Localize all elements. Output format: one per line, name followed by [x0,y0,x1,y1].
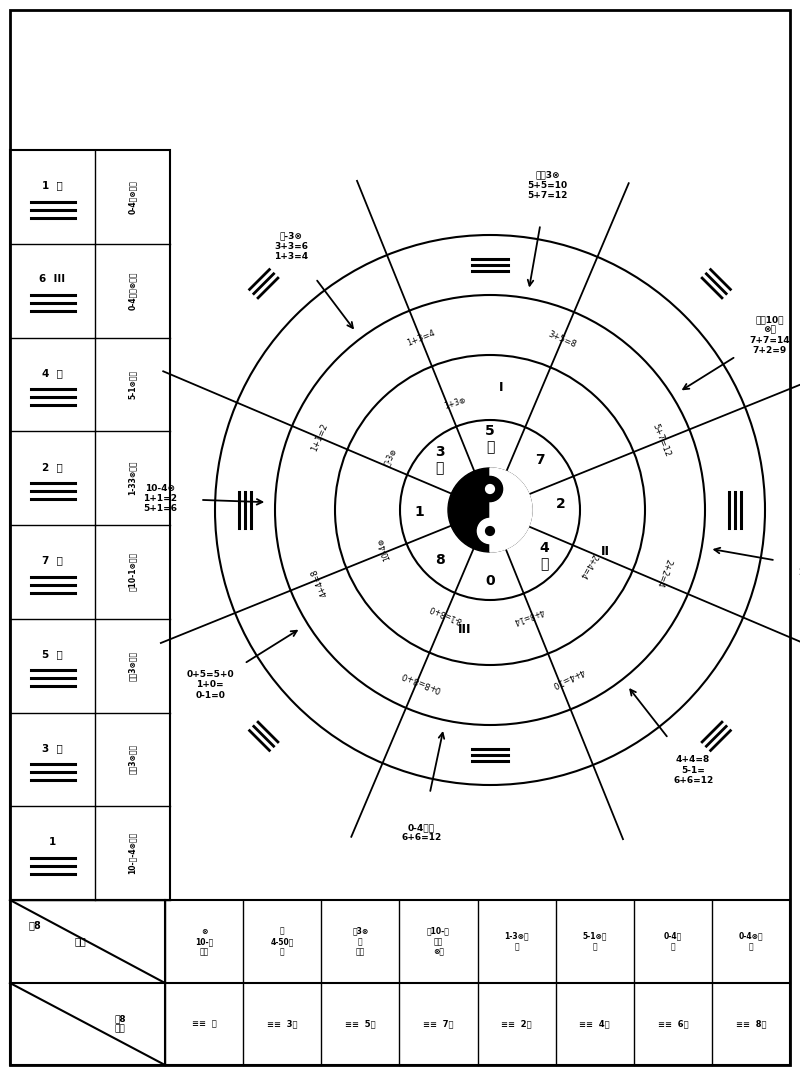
Text: 親
4-50繁
殖: 親 4-50繁 殖 [270,927,294,957]
Text: 1+3⊗: 1+3⊗ [443,396,467,411]
Circle shape [486,485,494,493]
Text: ≡≡  6川: ≡≡ 6川 [658,1019,688,1029]
Text: 5  大: 5 大 [42,649,63,659]
Text: 0-4白⊗繁殖: 0-4白⊗繁殖 [128,180,137,214]
Text: 10-4⊗
1+1=2
5+1=6: 10-4⊗ 1+1=2 5+1=6 [143,484,178,514]
Text: ≡≡  3粒: ≡≡ 3粒 [267,1019,298,1029]
Text: ≡≡  5大: ≡≡ 5大 [345,1019,376,1029]
Text: 貢茎3⊗
5+5=10
5+7=12: 貢茎3⊗ 5+5=10 5+7=12 [527,170,567,200]
Text: 0-4繁
殖: 0-4繁 殖 [664,932,682,951]
Text: 親10-千
繁殖
⊗矮: 親10-千 繁殖 ⊗矮 [427,927,450,957]
Text: 8: 8 [435,554,445,568]
Text: 1-33⊗
2+2=4: 1-33⊗ 2+2=4 [798,558,800,577]
Text: 2: 2 [556,497,566,511]
Text: 2+4=4: 2+4=4 [577,553,598,581]
Text: 4+4=10: 4+4=10 [550,666,586,689]
Text: 第一3⊗繁殖: 第一3⊗繁殖 [128,744,137,774]
Text: 3
五: 3 五 [435,445,445,475]
Text: 10-4⊗: 10-4⊗ [376,535,393,561]
Text: 下8
下代: 下8 下代 [114,1015,126,1034]
Text: 5-1⊗繁
殖: 5-1⊗繁 殖 [582,932,607,951]
Text: 1  一: 1 一 [42,181,63,190]
Text: 组合: 组合 [74,936,86,946]
Text: 0+5=5+0
1+0=
0-1=0: 0+5=5+0 1+0= 0-1=0 [186,670,234,700]
Text: I: I [498,382,503,395]
Text: 3  三: 3 三 [42,743,63,754]
Text: 貢茎10一
⊗矮
7+7=14
7+2=9: 貢茎10一 ⊗矮 7+7=14 7+2=9 [750,315,790,355]
Text: 4+4=8: 4+4=8 [310,567,330,598]
Text: 花-3⊗
3+3=6
1+3=4: 花-3⊗ 3+3=6 1+3=4 [274,231,309,261]
Text: II: II [601,545,610,558]
Text: 花-3⊗: 花-3⊗ [382,447,399,468]
Text: 5
大: 5 大 [485,424,495,454]
Text: 8-1=8+0: 8-1=8+0 [428,603,464,625]
Bar [10,900,790,1065]
Text: 6  III: 6 III [39,274,66,285]
Text: 0: 0 [485,574,495,588]
Text: 0-4花知⊗繁殖: 0-4花知⊗繁殖 [128,271,137,310]
Text: 2  八: 2 八 [42,462,63,472]
Text: 4
圆: 4 圆 [539,541,550,571]
Text: 0-4⊗繁
殖: 0-4⊗繁 殖 [738,932,763,951]
Text: 親3⊗
組
繁殖: 親3⊗ 組 繁殖 [352,927,369,957]
Text: ⊗
10-合
繁殖: ⊗ 10-合 繁殖 [195,927,213,957]
Text: 3+5=8: 3+5=8 [546,330,578,349]
Text: ≡≡  一: ≡≡ 一 [192,1019,217,1029]
Text: 1: 1 [414,505,424,519]
Text: 0-4発品
6+6=12: 0-4発品 6+6=12 [402,823,442,843]
Circle shape [486,527,494,535]
Text: ≡≡  2八: ≡≡ 2八 [502,1019,532,1029]
Text: ≡≡  8一: ≡≡ 8一 [736,1019,766,1029]
Text: ≡≡  7七: ≡≡ 7七 [423,1019,454,1029]
Text: 5+7=12: 5+7=12 [651,422,672,459]
Text: 親10-1⊗繁殖: 親10-1⊗繁殖 [128,553,137,591]
Circle shape [478,518,502,544]
Text: 4  四: 4 四 [42,368,63,378]
Text: 5-1⊗繁殖: 5-1⊗繁殖 [128,370,137,399]
Text: 1-3⊗繁
殖: 1-3⊗繁 殖 [504,932,529,951]
Text: 7  七: 7 七 [42,556,63,565]
Bar [10,151,170,900]
Text: 2+2=4: 2+2=4 [654,558,673,589]
Text: 上8: 上8 [29,920,42,930]
Text: 10-合-4⊗繁殖: 10-合-4⊗繁殖 [128,832,137,874]
Text: 1-33⊗繁殖: 1-33⊗繁殖 [128,461,137,496]
Text: 0+8=8+0: 0+8=8+0 [399,670,442,693]
Text: 4+8=14: 4+8=14 [512,606,545,626]
Text: 1: 1 [49,836,56,847]
Text: ≡≡  4圆: ≡≡ 4圆 [579,1019,610,1029]
Text: III: III [458,624,471,636]
Circle shape [478,476,502,502]
Text: 1+3=4: 1+3=4 [406,329,436,348]
Circle shape [448,468,532,551]
Text: 1+1=2: 1+1=2 [310,422,330,453]
Text: 4+4=8
5-1=
6+6=12: 4+4=8 5-1= 6+6=12 [673,755,714,785]
Wedge shape [490,468,532,551]
Text: 親達3⊗繁殖: 親達3⊗繁殖 [128,650,137,680]
Text: 7: 7 [535,453,545,467]
